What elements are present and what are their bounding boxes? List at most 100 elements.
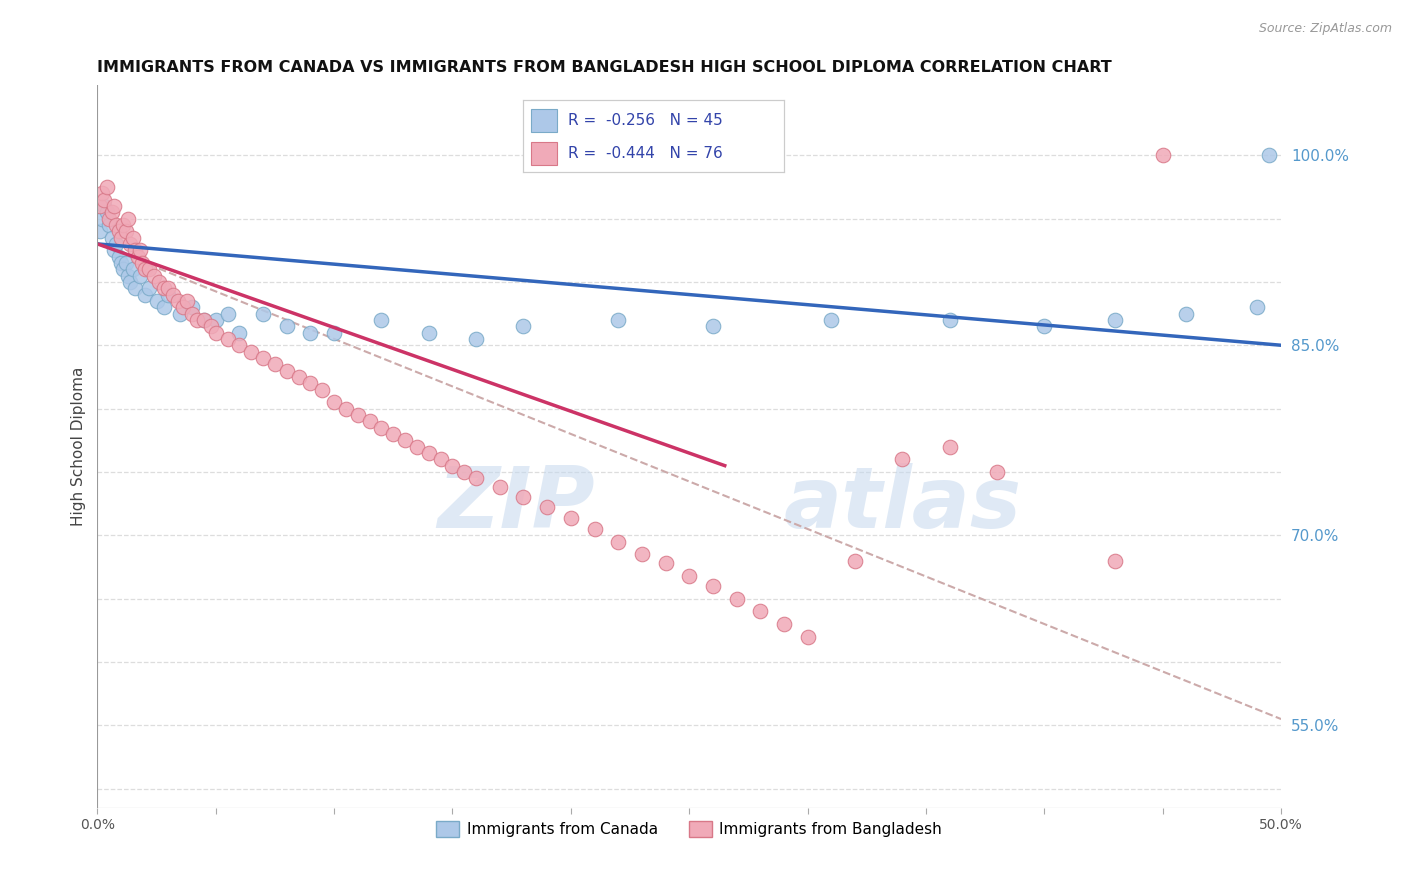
Point <box>217 307 239 321</box>
Point <box>276 319 298 334</box>
Point <box>204 326 226 340</box>
Point <box>157 281 180 295</box>
Point <box>93 199 115 213</box>
Point <box>143 268 166 283</box>
Point <box>162 287 184 301</box>
Point <box>607 534 630 549</box>
Point <box>536 500 558 515</box>
Point <box>193 313 215 327</box>
Point <box>127 250 149 264</box>
Point <box>120 236 142 251</box>
Point <box>91 211 114 226</box>
Point <box>100 230 122 244</box>
Point <box>453 465 475 479</box>
Point <box>512 319 534 334</box>
Point <box>287 370 309 384</box>
Point <box>986 465 1008 479</box>
Point <box>346 408 368 422</box>
Point <box>110 230 132 244</box>
Point <box>129 244 152 258</box>
Text: Source: ZipAtlas.com: Source: ZipAtlas.com <box>1258 22 1392 36</box>
Point <box>560 510 582 524</box>
Point <box>98 211 121 226</box>
Point <box>429 452 451 467</box>
Point <box>394 434 416 448</box>
Point <box>89 224 111 238</box>
Point <box>138 262 160 277</box>
Point <box>107 224 129 238</box>
Point <box>117 268 139 283</box>
Point <box>228 338 250 352</box>
Point <box>465 471 488 485</box>
Point <box>796 630 818 644</box>
Point <box>145 293 167 308</box>
Point <box>103 199 125 213</box>
Point <box>166 293 188 308</box>
Point <box>631 547 654 561</box>
Point <box>335 401 357 416</box>
Point <box>121 262 143 277</box>
Point <box>820 313 842 327</box>
Point <box>607 313 630 327</box>
Point <box>382 426 405 441</box>
Point <box>370 420 392 434</box>
Point <box>172 300 194 314</box>
Point <box>299 326 322 340</box>
Point <box>465 332 488 346</box>
Point <box>186 313 208 327</box>
Point <box>112 218 135 232</box>
Point <box>148 275 170 289</box>
Point <box>725 591 748 606</box>
Text: ZIP: ZIP <box>437 463 595 546</box>
Point <box>938 440 960 454</box>
Point <box>252 307 274 321</box>
Point <box>252 351 274 365</box>
Point <box>1033 319 1056 334</box>
Point <box>583 522 606 536</box>
Point <box>418 326 440 340</box>
Point <box>938 313 960 327</box>
Point <box>107 250 129 264</box>
Point <box>157 287 180 301</box>
Point <box>93 193 115 207</box>
Point <box>124 244 146 258</box>
Point <box>749 604 772 618</box>
Text: IMMIGRANTS FROM CANADA VS IMMIGRANTS FROM BANGLADESH HIGH SCHOOL DIPLOMA CORRELA: IMMIGRANTS FROM CANADA VS IMMIGRANTS FRO… <box>97 60 1112 75</box>
Point <box>121 230 143 244</box>
Point <box>152 281 174 295</box>
Point <box>678 569 700 583</box>
Point <box>96 205 118 219</box>
Point <box>264 357 287 371</box>
Point <box>120 275 142 289</box>
Point <box>891 452 914 467</box>
Point <box>181 300 204 314</box>
Point <box>100 205 122 219</box>
Point <box>773 617 796 632</box>
Point <box>204 313 226 327</box>
Point <box>276 363 298 377</box>
Point <box>138 281 160 295</box>
Point <box>117 211 139 226</box>
Point <box>134 287 156 301</box>
Point <box>359 414 381 428</box>
Point <box>152 300 174 314</box>
Point <box>98 218 121 232</box>
Point <box>114 256 136 270</box>
Point <box>176 293 198 308</box>
Point <box>1258 148 1281 162</box>
Point <box>512 491 534 505</box>
Point <box>131 256 153 270</box>
Point <box>844 554 866 568</box>
Point <box>105 218 128 232</box>
Point <box>299 376 322 391</box>
Point <box>702 319 724 334</box>
Point <box>441 458 464 473</box>
Point <box>323 326 346 340</box>
Point <box>124 281 146 295</box>
Text: atlas: atlas <box>785 463 1022 546</box>
Y-axis label: High School Diploma: High School Diploma <box>72 367 86 526</box>
Point <box>418 446 440 460</box>
Point <box>311 383 333 397</box>
Point <box>110 256 132 270</box>
Point <box>181 307 204 321</box>
